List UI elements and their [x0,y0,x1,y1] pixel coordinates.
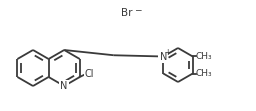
Text: Cl: Cl [85,69,94,79]
Text: CH₃: CH₃ [196,69,212,78]
Text: CH₃: CH₃ [196,52,212,61]
Text: N: N [159,52,167,61]
Text: N: N [60,81,68,91]
Text: −: − [134,6,142,15]
Text: +: + [164,48,170,56]
Text: Br: Br [121,8,133,18]
